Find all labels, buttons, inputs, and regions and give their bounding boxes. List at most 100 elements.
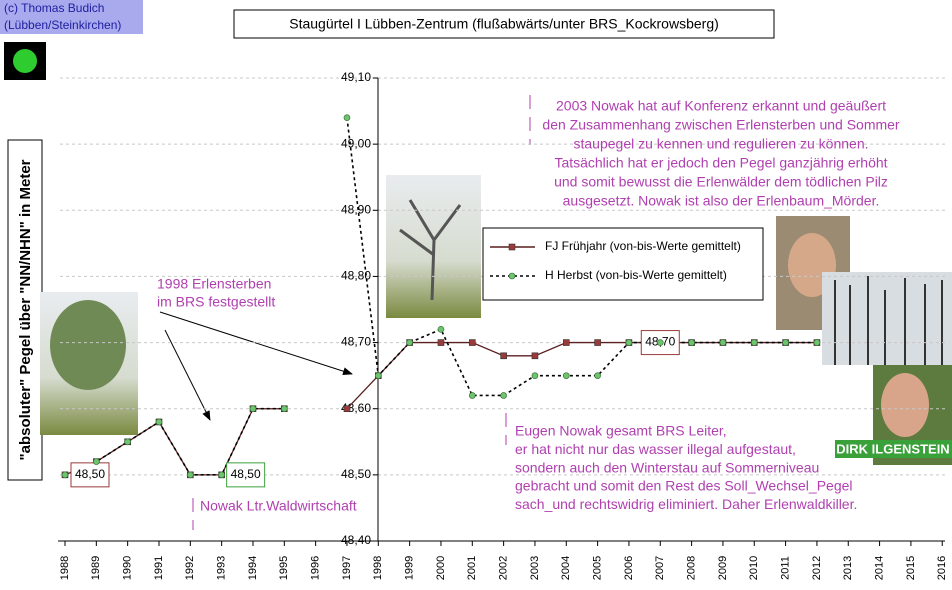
data-label: 48,50 xyxy=(75,467,105,481)
x-tick-label: 1988 xyxy=(59,556,71,580)
point xyxy=(406,339,413,346)
y-axis-label: "absoluter" Pegel über "NN/NHN" in Meter xyxy=(17,159,34,460)
x-tick-label: 1990 xyxy=(122,556,134,580)
annotation: sach_und rechtswidrig eliminiert. Daher … xyxy=(515,496,857,512)
photo-dead-tree-branches xyxy=(399,199,462,301)
point xyxy=(625,339,633,346)
arrow xyxy=(164,329,211,421)
title-box xyxy=(233,9,775,39)
y-tick-label: 48,90 xyxy=(341,202,371,216)
point xyxy=(374,372,382,379)
point xyxy=(437,326,445,333)
photo-forest xyxy=(822,272,952,365)
point xyxy=(249,405,257,413)
x-tick-label: 2015 xyxy=(905,556,917,580)
x-tick-label: 1992 xyxy=(184,556,196,580)
x-tick-label: 2012 xyxy=(811,556,823,580)
x-tick-label: 2005 xyxy=(592,556,604,580)
annotation: im BRS festgestellt xyxy=(157,294,275,310)
x-tick-label: 1996 xyxy=(310,556,322,580)
x-tick-label: 1989 xyxy=(90,556,102,580)
x-tick-label: 2014 xyxy=(873,556,885,580)
x-tick-label: 2009 xyxy=(717,556,729,580)
point xyxy=(500,352,507,360)
annotation: und somit bewusst die Erlenwälder dem tö… xyxy=(554,174,888,190)
x-tick-label: 2007 xyxy=(654,556,666,580)
y-tick-label: 48,80 xyxy=(341,269,371,283)
x-tick-label: 2002 xyxy=(498,556,510,580)
x-tick-label: 2006 xyxy=(623,556,635,580)
x-tick-label: 2013 xyxy=(842,556,854,580)
legend-marker xyxy=(508,272,516,280)
data-label-box xyxy=(70,462,110,488)
point xyxy=(124,438,131,446)
point xyxy=(468,392,476,399)
x-tick-label: 2001 xyxy=(466,556,478,580)
point xyxy=(750,339,758,346)
point xyxy=(688,339,695,346)
point xyxy=(500,392,507,399)
copyright: (Lübben/Steinkirchen) xyxy=(4,18,121,32)
point xyxy=(61,471,69,479)
point xyxy=(782,339,789,346)
annotation: gebracht und somit den Rest des Soll_Wec… xyxy=(515,478,853,494)
legend-marker xyxy=(508,243,516,251)
data-label-box xyxy=(640,330,680,356)
data-label-box xyxy=(226,462,266,488)
data-label: 48,50 xyxy=(231,467,261,481)
y-tick-label: 49,00 xyxy=(341,136,371,150)
legend-label: H Herbst (von-bis-Werte gemittelt) xyxy=(545,268,727,282)
point xyxy=(155,418,163,426)
point xyxy=(594,339,601,346)
point xyxy=(437,339,445,346)
annotation: ausgesetzt. Nowak ist also der Erlenbaum… xyxy=(563,193,880,209)
y-tick-label: 48,50 xyxy=(341,467,371,481)
point xyxy=(187,471,194,479)
point xyxy=(562,372,570,379)
annotation: sondern auch den Winterstau auf Sommerni… xyxy=(515,459,819,475)
series-line xyxy=(64,117,817,476)
x-tick-label: 2000 xyxy=(435,556,447,580)
x-tick-label: 2011 xyxy=(779,556,791,580)
x-tick-label: 1995 xyxy=(278,556,290,580)
x-tick-label: 1994 xyxy=(247,556,259,580)
chart-title: Staugürtel I Lübben-Zentrum (flußabwärts… xyxy=(289,16,719,32)
annotation: er hat nicht nur das wasser illegal aufg… xyxy=(515,441,796,457)
annotation: Eugen Nowak gesamt BRS Leiter, xyxy=(515,423,727,439)
y-tick-label: 48,40 xyxy=(341,533,371,547)
point xyxy=(531,372,539,379)
photo-forest-trunks xyxy=(834,276,943,365)
photo-caption: DIRK ILGENSTEIN xyxy=(836,441,949,456)
copyright-bg xyxy=(0,0,143,34)
photo-tree-crown xyxy=(50,300,126,390)
y-tick-label: 48,70 xyxy=(341,335,371,349)
photo-caption-bg xyxy=(835,440,952,458)
annotation: den Zusammenhang zwischen Erlensterben u… xyxy=(542,117,900,133)
point xyxy=(656,339,664,346)
y-tick-label: 49,10 xyxy=(341,70,371,84)
point xyxy=(93,458,100,465)
point xyxy=(719,339,727,346)
annotation: 2003 Nowak hat auf Konferenz erkannt und… xyxy=(556,98,886,114)
point xyxy=(562,339,570,346)
status-light xyxy=(13,49,37,73)
x-tick-label: 2003 xyxy=(529,556,541,580)
x-tick-label: 2010 xyxy=(748,556,760,580)
legend-box xyxy=(482,227,764,301)
x-tick-label: 2016 xyxy=(936,556,948,580)
point xyxy=(468,339,476,346)
annotation: Tatsächlich hat er jedoch den Pegel ganz… xyxy=(554,155,887,171)
point xyxy=(343,114,351,121)
point xyxy=(218,471,225,479)
x-tick-label: 1999 xyxy=(404,556,416,580)
x-tick-label: 1991 xyxy=(153,556,165,580)
x-tick-label: 2004 xyxy=(560,556,572,580)
x-tick-label: 2008 xyxy=(686,556,698,580)
copyright: (c) Thomas Budich xyxy=(4,1,104,15)
point xyxy=(813,339,821,346)
annotation: 1998 Erlensterben xyxy=(157,276,271,292)
annotation: staupegel zu kennen und regulieren zu kö… xyxy=(574,136,869,152)
photo-face2-head xyxy=(881,373,929,437)
point xyxy=(594,372,601,379)
